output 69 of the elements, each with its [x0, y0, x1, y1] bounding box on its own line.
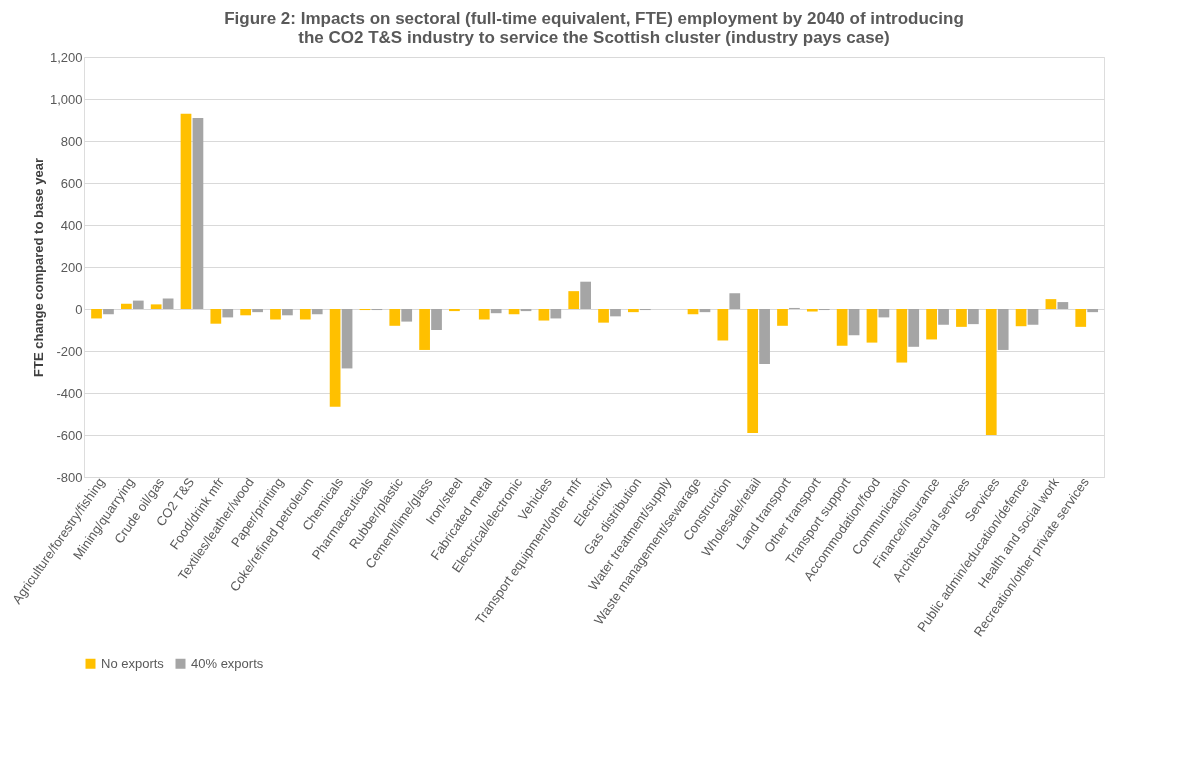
bar	[270, 309, 281, 320]
bar	[806, 309, 818, 312]
bar	[628, 309, 639, 313]
bar	[419, 309, 430, 350]
bar	[866, 309, 878, 343]
bar	[759, 309, 770, 365]
bar	[431, 309, 442, 330]
bar	[449, 309, 460, 312]
y-tick-label: 800	[60, 133, 83, 149]
bar	[341, 309, 353, 369]
bar	[299, 309, 311, 320]
bar	[550, 309, 562, 319]
bar	[91, 309, 102, 319]
bar	[103, 309, 114, 315]
bar	[717, 309, 729, 341]
y-tick-label: -400	[56, 385, 83, 401]
y-tick-label: 0	[75, 301, 83, 317]
bar	[610, 309, 621, 317]
bar	[192, 117, 204, 309]
bar	[311, 309, 323, 315]
bar	[478, 309, 490, 320]
bar	[926, 309, 937, 340]
bar	[132, 300, 144, 309]
legend-label: 40% exports	[191, 655, 264, 671]
bar	[490, 309, 502, 314]
bar	[538, 309, 550, 321]
text: Figure 2: Impacts on sectoral (full-time equivalent, FTE) employment by 2040 of introducing	[224, 9, 964, 28]
y-tick-label: 1,000	[49, 91, 83, 107]
bar	[1045, 299, 1057, 309]
bar	[1075, 309, 1087, 327]
y-tick-label: 1,200	[49, 49, 83, 65]
bar	[729, 293, 741, 309]
bar	[908, 309, 920, 347]
bar	[985, 309, 997, 435]
bar	[329, 309, 341, 407]
bar	[938, 309, 949, 325]
bar	[120, 303, 132, 309]
bar	[282, 309, 293, 316]
text: the CO2 T&S industry to service the Scottish cluster (industry pays case)	[298, 28, 890, 47]
bar	[777, 309, 788, 326]
bar	[210, 309, 222, 324]
bar	[836, 309, 848, 346]
bar	[252, 309, 263, 313]
y-tick-label: -200	[56, 343, 83, 359]
bar	[222, 309, 234, 318]
bar	[896, 309, 908, 363]
y-tick-label: 200	[60, 259, 83, 275]
bar	[568, 291, 580, 309]
bar	[240, 309, 252, 316]
bar	[997, 309, 1009, 350]
y-tick-label: 600	[60, 175, 83, 191]
bar	[1027, 309, 1039, 325]
bar	[598, 309, 609, 323]
y-tick-label: 400	[60, 217, 83, 233]
legend-label: No exports	[101, 655, 165, 671]
bar	[580, 281, 592, 309]
bar	[401, 309, 413, 322]
bar	[180, 113, 192, 309]
bar	[1015, 309, 1027, 327]
bar	[968, 309, 979, 325]
bar	[747, 309, 759, 433]
y-axis-title: FTE change compared to base year	[30, 158, 46, 377]
bar	[1057, 302, 1069, 309]
bar	[1087, 309, 1099, 313]
bar	[848, 309, 860, 336]
bar	[150, 304, 162, 309]
bar	[389, 309, 401, 326]
bar	[956, 309, 967, 327]
y-tick-label: -600	[56, 427, 83, 443]
